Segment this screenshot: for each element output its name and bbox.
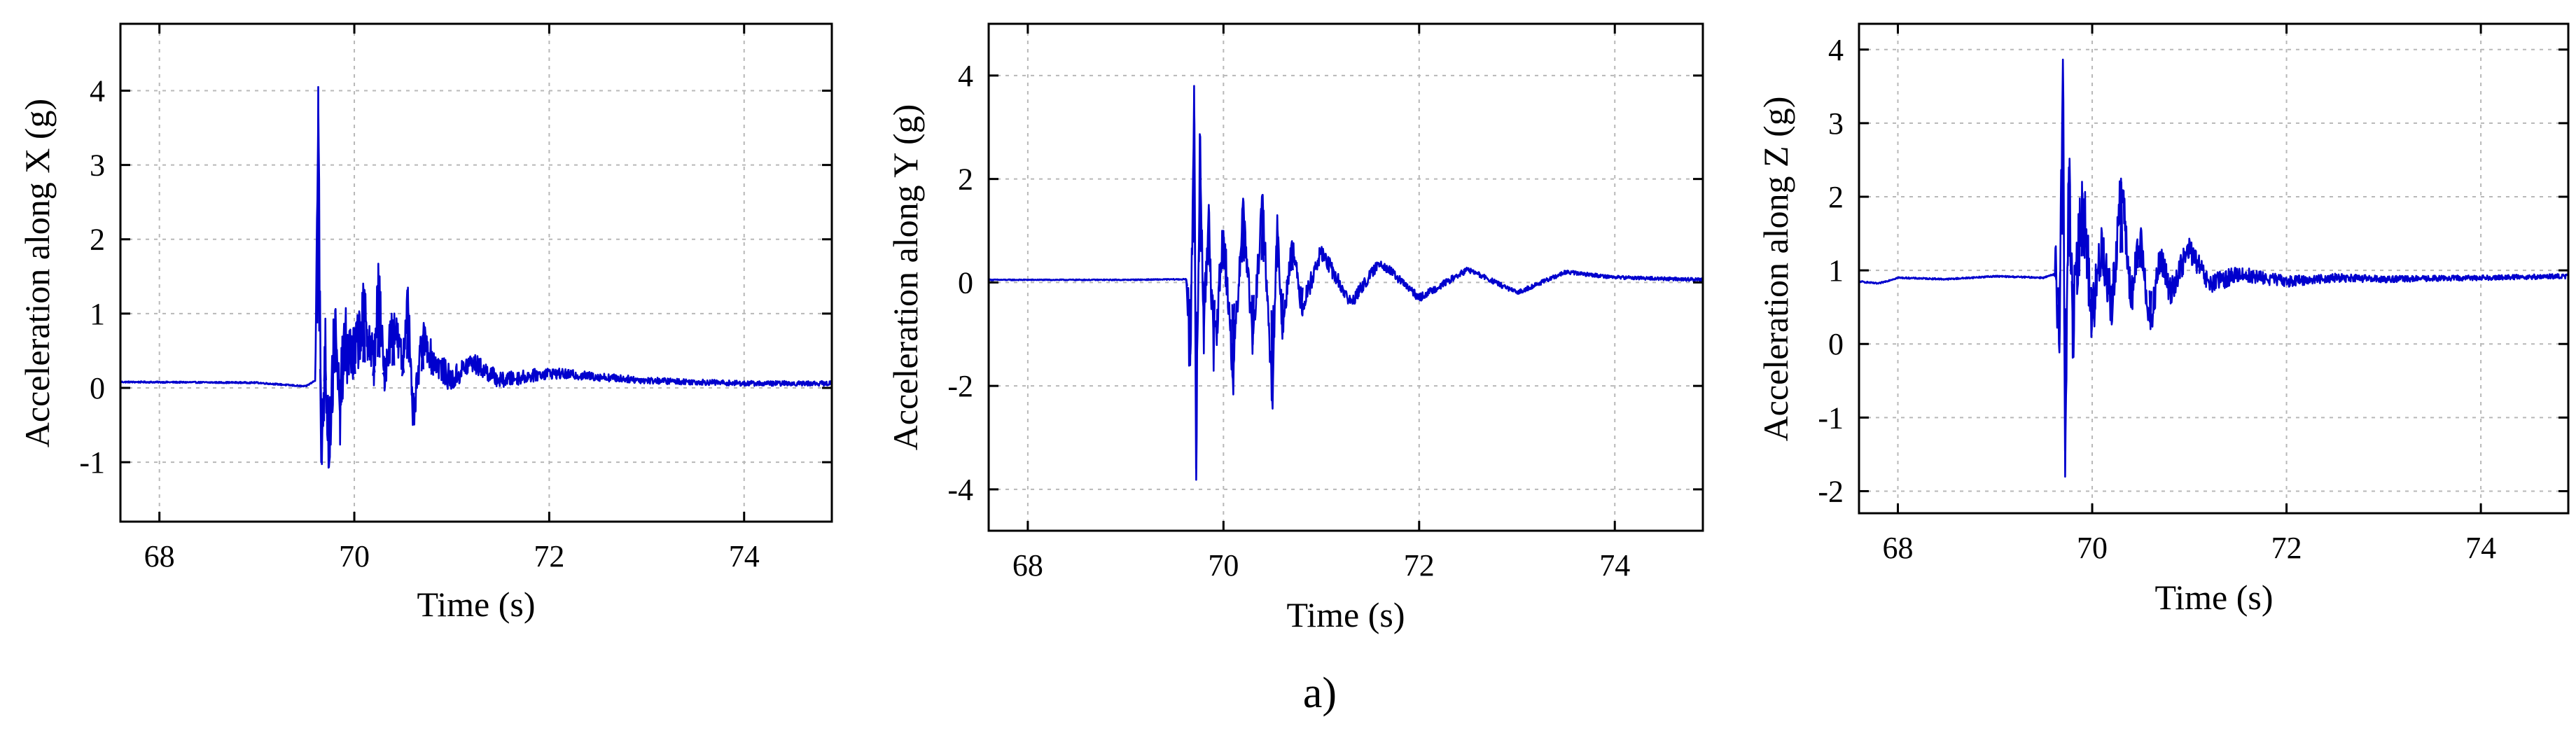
y-axis-label: Acceleration along X (g) xyxy=(18,99,57,447)
axis-ticks: 68 70 72 74 -2 -1 0 1 2 3 4 xyxy=(1818,24,2568,565)
y-tick-label: 4 xyxy=(1828,33,1844,67)
chart-panel-y: 68 70 72 74 -4 -2 0 2 4 Time (s) Acceleration al… xyxy=(886,22,1704,634)
x-tick-label: 72 xyxy=(2271,531,2302,565)
y-tick-label: 4 xyxy=(90,74,105,109)
y-tick-label: 3 xyxy=(1828,106,1844,141)
series-line xyxy=(987,85,1704,481)
y-tick-label: 0 xyxy=(90,371,105,405)
gridlines xyxy=(120,24,832,522)
x-axis-label: Time (s) xyxy=(417,585,535,624)
x-tick-label: 70 xyxy=(339,539,370,573)
plot-frame xyxy=(987,22,1704,532)
y-tick-label: 1 xyxy=(1828,253,1844,288)
chart-panel-z: 68 70 72 74 -2 -1 0 1 2 3 4 Time (s) Acceleration … xyxy=(1756,22,2570,617)
x-tick-label: 72 xyxy=(1404,548,1435,583)
x-axis-label: Time (s) xyxy=(2154,578,2273,617)
y-tick-label: 2 xyxy=(958,162,973,197)
y-tick-label: 4 xyxy=(958,59,973,93)
y-axis-label: Acceleration along Y (g) xyxy=(886,104,925,451)
y-tick-label: -1 xyxy=(79,445,105,480)
chart-panel-x: 68 70 72 74 -1 0 1 2 3 4 Time (s) Acceleration al… xyxy=(18,22,833,624)
series-line xyxy=(1858,58,2570,478)
x-tick-label: 68 xyxy=(144,539,175,573)
y-tick-label: 0 xyxy=(958,265,973,300)
figure-caption: a) xyxy=(1303,669,1337,717)
y-tick-label: 0 xyxy=(1828,327,1844,361)
y-tick-label: 2 xyxy=(1828,180,1844,214)
x-tick-label: 70 xyxy=(2077,531,2108,565)
y-tick-label: -2 xyxy=(947,369,973,403)
y-tick-label: -4 xyxy=(947,473,973,507)
y-tick-label: 3 xyxy=(90,148,105,183)
y-tick-label: -1 xyxy=(1818,401,1844,435)
x-tick-label: 74 xyxy=(2465,531,2496,565)
axis-ticks: 68 70 72 74 -1 0 1 2 3 4 xyxy=(79,24,832,573)
x-tick-label: 74 xyxy=(1599,548,1630,583)
y-tick-label: -2 xyxy=(1818,474,1844,508)
series-line xyxy=(119,85,833,469)
y-axis-label: Acceleration along Z (g) xyxy=(1756,97,1795,442)
x-tick-label: 68 xyxy=(1883,531,1914,565)
axis-ticks: 68 70 72 74 -4 -2 0 2 4 xyxy=(947,24,1703,583)
gridlines xyxy=(1859,24,2568,513)
x-tick-label: 72 xyxy=(534,539,564,573)
x-tick-label: 74 xyxy=(729,539,760,573)
plot-frame xyxy=(1858,22,2570,515)
y-tick-label: 1 xyxy=(90,297,105,331)
plot-frame xyxy=(119,22,833,523)
x-tick-label: 68 xyxy=(1012,548,1043,583)
x-tick-label: 70 xyxy=(1208,548,1239,583)
y-tick-label: 2 xyxy=(90,223,105,257)
x-axis-label: Time (s) xyxy=(1286,595,1405,634)
